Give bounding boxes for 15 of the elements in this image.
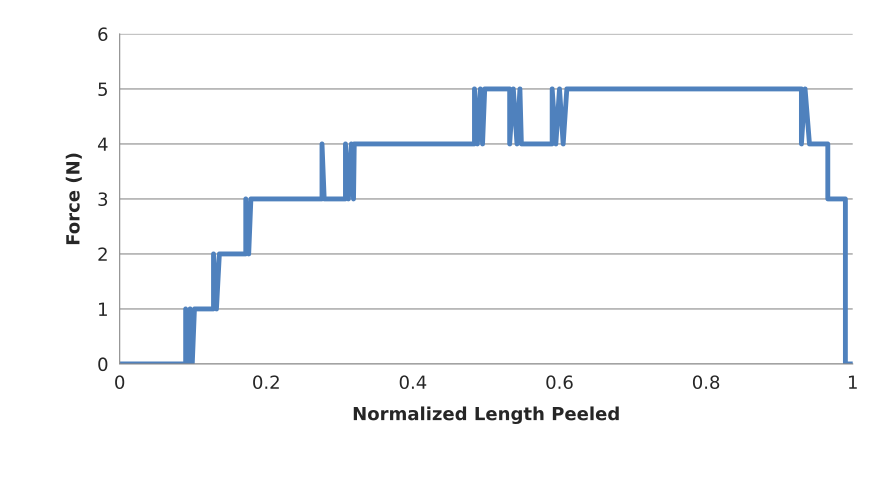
y-axis-title: Force (N): [66, 154, 82, 244]
x-tick-label: 0.2: [253, 375, 279, 390]
x-tick-label: 0.6: [546, 375, 573, 390]
x-tick-label: 1: [848, 376, 857, 389]
x-tick-label: 0.8: [692, 375, 720, 390]
x-tick-label: 0.4: [400, 375, 426, 390]
y-tick-label: 2: [98, 247, 107, 261]
y-tick-label: 6: [98, 27, 108, 41]
y-tick-label: 3: [98, 192, 108, 206]
y-tick-label: 5: [98, 82, 107, 96]
x-axis-title: Normalized Length Peeled: [354, 406, 619, 424]
y-tick-label: 0: [98, 357, 108, 372]
x-tick-label: 0: [115, 375, 124, 390]
y-tick-label: 4: [98, 138, 108, 151]
y-tick-label: 1: [99, 302, 107, 316]
